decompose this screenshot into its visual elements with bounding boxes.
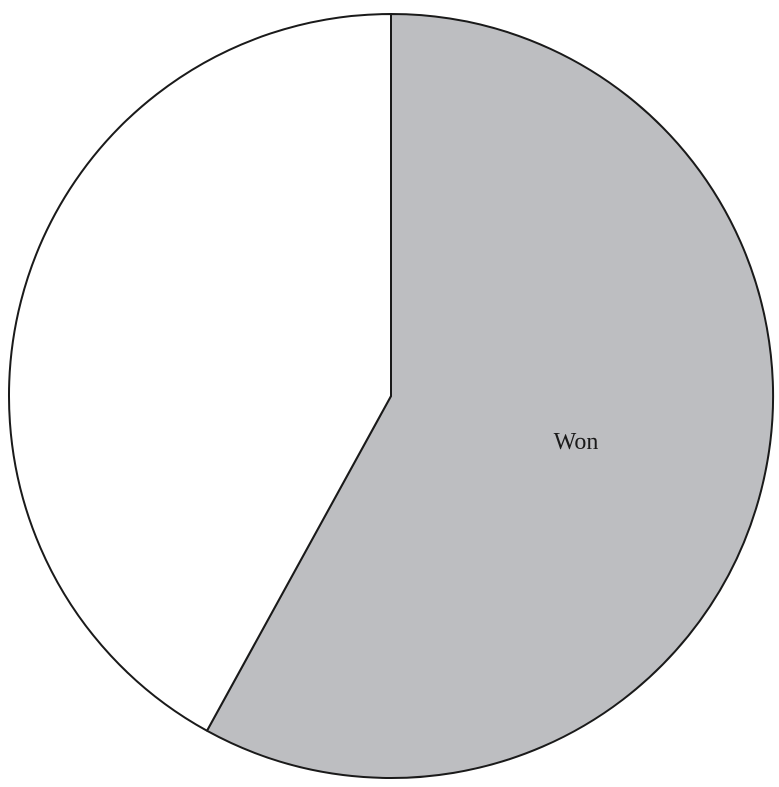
labels-layer: Won	[554, 429, 599, 455]
slice-label-won: Won	[554, 429, 599, 455]
pie-slice-1	[8, 13, 392, 732]
slices-layer	[8, 13, 774, 779]
pie-slice-won	[205, 13, 774, 779]
